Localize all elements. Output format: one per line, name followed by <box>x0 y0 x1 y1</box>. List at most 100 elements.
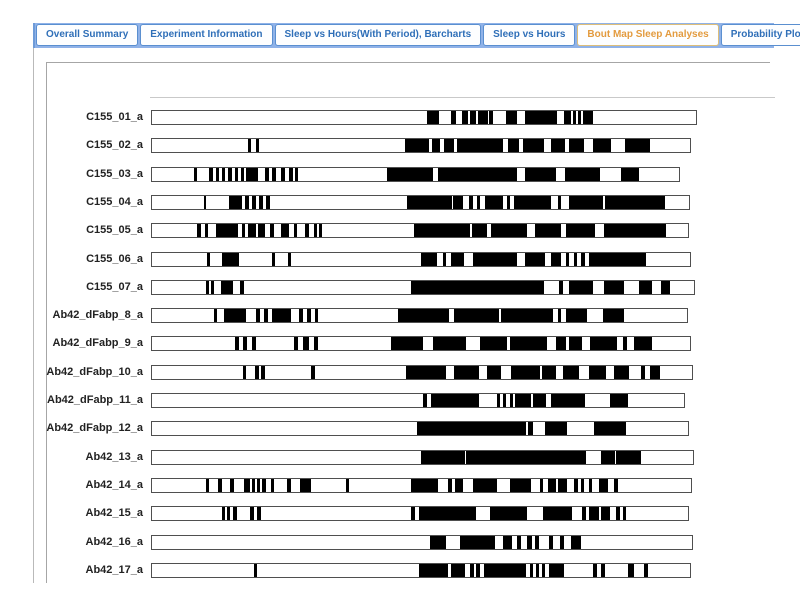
bout-segment <box>245 195 249 209</box>
bout-segment <box>548 478 557 492</box>
bout-segment <box>550 252 562 266</box>
bout-segment <box>205 280 209 294</box>
row-label: Ab42_15_a <box>85 507 144 520</box>
bout-segment <box>550 139 565 153</box>
row-label: Ab42_dFabp_8_a <box>52 309 143 322</box>
bout-bar <box>151 364 693 380</box>
tab-label: Overall Summary <box>46 29 129 40</box>
tab-bout-map-sleep-analyses[interactable]: Bout Map Sleep Analyses <box>577 24 719 46</box>
bout-segment <box>206 252 211 266</box>
bout-segment <box>286 478 291 492</box>
bout-segment <box>269 224 274 238</box>
bout-segment <box>302 337 309 351</box>
bout-segment <box>623 337 628 351</box>
bout-segment <box>311 365 315 379</box>
bout-segment <box>573 252 577 266</box>
bout-segment <box>221 280 233 294</box>
bout-segment <box>589 507 600 521</box>
bout-segment <box>258 224 265 238</box>
tab-overall-summary[interactable]: Overall Summary <box>36 24 139 46</box>
bout-segment <box>250 507 254 521</box>
bout-segment <box>444 139 454 153</box>
bout-segment <box>453 309 499 323</box>
content-panel-left-border <box>46 62 47 583</box>
bout-row: Ab42_17_a <box>0 562 800 578</box>
bout-segment <box>523 139 545 153</box>
bout-segment <box>265 167 269 181</box>
bout-segment <box>506 195 511 209</box>
bout-segment <box>599 478 608 492</box>
row-label: Ab42_13_a <box>85 450 144 463</box>
bout-segment <box>304 224 309 238</box>
bout-bar <box>151 308 688 324</box>
bout-bar <box>151 534 693 550</box>
bout-bar <box>151 421 689 437</box>
bout-segment <box>535 563 539 577</box>
bout-segment <box>601 507 610 521</box>
bout-segment <box>558 478 567 492</box>
tab-bar: Overall Summary Experiment Information S… <box>33 23 800 48</box>
bout-segment <box>489 507 528 521</box>
bout-segment <box>234 337 239 351</box>
bout-segment <box>471 224 487 238</box>
bout-segment <box>541 365 557 379</box>
bout-segment <box>604 224 666 238</box>
bout-segment <box>603 309 624 323</box>
tab-experiment-information[interactable]: Experiment Information <box>140 24 273 46</box>
bout-segment <box>476 563 480 577</box>
bout-segment <box>466 450 586 464</box>
bout-segment <box>483 563 527 577</box>
outer-panel-left-border <box>33 48 34 583</box>
bout-segment <box>489 111 494 124</box>
bout-segment <box>473 252 518 266</box>
bout-segment <box>430 394 479 407</box>
bout-segment <box>572 111 576 124</box>
row-label: C155_05_a <box>86 224 143 237</box>
bout-row: C155_01_a <box>0 110 800 125</box>
bout-segment <box>500 309 553 323</box>
tab-label: Sleep vs Hours <box>493 29 566 40</box>
row-label: C155_02_a <box>86 139 143 152</box>
bout-segment <box>503 535 512 549</box>
row-label: Ab42_17_a <box>85 563 144 576</box>
bout-segment <box>533 394 546 407</box>
bout-segment <box>386 167 434 181</box>
bout-segment <box>604 195 666 209</box>
bout-segment <box>625 139 651 153</box>
bout-segment <box>450 563 466 577</box>
bout-segment <box>542 507 573 521</box>
bout-segment <box>197 224 201 238</box>
bout-segment <box>453 195 464 209</box>
bout-bar <box>151 166 680 182</box>
bout-segment <box>407 195 452 209</box>
bout-segment <box>633 337 653 351</box>
bout-segment <box>257 507 261 521</box>
bout-segment <box>558 309 562 323</box>
bout-segment <box>592 139 612 153</box>
bout-segment <box>641 365 645 379</box>
row-label: Ab42_dFabp_11_a <box>47 394 143 406</box>
bout-segment <box>590 337 617 351</box>
bout-bar <box>151 336 691 352</box>
bout-segment <box>558 280 563 294</box>
bout-segment <box>256 309 261 323</box>
tab-sleep-vs-hours[interactable]: Sleep vs Hours <box>483 24 576 46</box>
bout-segment <box>565 167 600 181</box>
bout-segment <box>510 365 540 379</box>
tab-sleep-vs-hours-with-period-barcharts[interactable]: Sleep vs Hours(With Period), Barcharts <box>274 24 482 46</box>
bout-row: Ab42_dFabp_9_a <box>0 336 800 352</box>
bout-segment <box>443 252 447 266</box>
row-label: Ab42_dFabp_9_a <box>52 337 143 350</box>
bout-segment <box>254 365 259 379</box>
bout-segment <box>549 563 565 577</box>
bout-segment <box>570 535 582 549</box>
bout-segment <box>644 563 649 577</box>
bout-segment <box>507 139 520 153</box>
bout-segment <box>461 111 468 124</box>
tab-probability-plot[interactable]: Probability Plot <box>720 24 800 46</box>
bout-segment <box>535 224 561 238</box>
bout-segment <box>235 167 238 181</box>
bout-segment <box>252 337 256 351</box>
bout-row: C155_04_a <box>0 194 800 210</box>
